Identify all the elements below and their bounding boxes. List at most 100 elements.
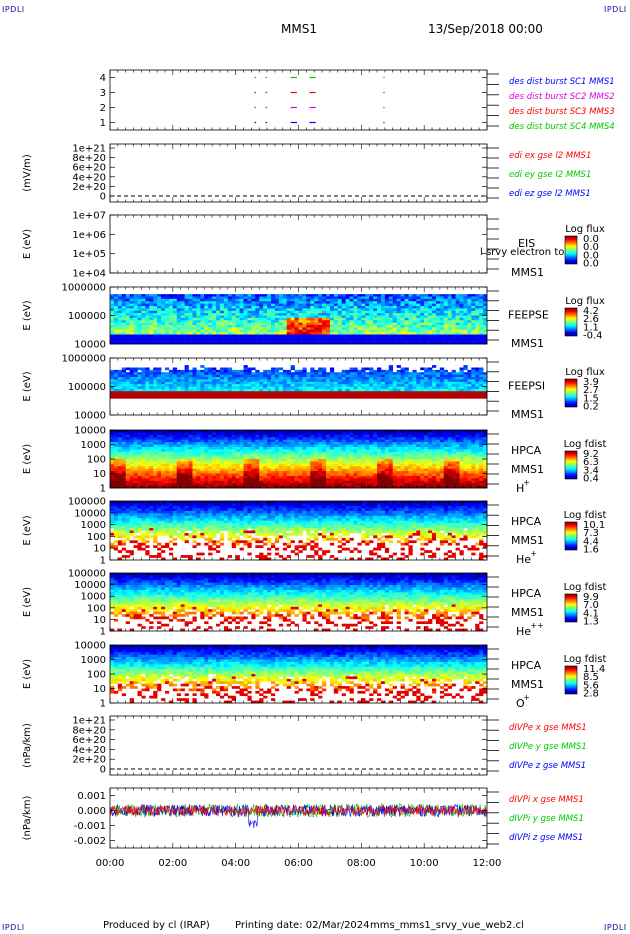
y-tick-label: 10000: [74, 426, 106, 437]
legend-entry: des dist burst SC4 MMS4: [509, 122, 615, 132]
legend-entry: dIVPi x gse MMS1: [509, 795, 584, 805]
y-tick-label: 4e+20: [72, 745, 106, 756]
y-tick-label: 1000000: [61, 354, 106, 365]
colorbar-tick-label: 2.6: [583, 314, 599, 325]
series-line: [109, 804, 488, 817]
y-tick-label: 10: [93, 615, 106, 626]
y-tick-label: 1e+21: [72, 716, 106, 727]
y-tick-label: -0.002: [74, 836, 106, 847]
x-tick-label: 08:00: [347, 858, 376, 869]
legend-entry: dIVPi y gse MMS1: [509, 814, 584, 824]
y-tick-label: 10000: [74, 411, 106, 422]
colorbar: [564, 593, 578, 623]
colorbar-title: Log fdist: [564, 510, 607, 521]
spectrogram: [110, 501, 488, 561]
legend-entry: des dist burst SC2 MMS2: [509, 92, 615, 102]
spectrogram: [110, 573, 488, 632]
colorbar-tick-label: 0.0: [583, 250, 599, 261]
y-tick-label: 100000: [68, 382, 106, 393]
y-axis-label: (mV/m): [22, 154, 33, 192]
y-tick-label: 0: [100, 765, 106, 776]
y-tick-label: 2e+20: [72, 755, 106, 766]
colorbar-tick-label: 1.6: [583, 544, 599, 555]
species-charge: ++: [530, 621, 543, 630]
instrument-label: HPCA: [511, 515, 542, 528]
colorbar-tick-label: 9.9: [583, 592, 599, 603]
colorbar-tick-label: 4.2: [583, 306, 599, 317]
footer-script-name: mms_mms1_srvy_vue_web2.cl: [370, 920, 524, 931]
colorbar-tick-label: 3.9: [583, 377, 599, 388]
y-tick-label: 6e+20: [72, 163, 106, 174]
panel-frame: [109, 214, 488, 274]
y-tick-label: 100: [87, 603, 106, 614]
colorbar-tick-label: 2.8: [583, 688, 599, 699]
y-tick-label: 100: [87, 455, 106, 466]
corner-mark-bottom-left: IPDLI: [2, 923, 25, 932]
x-tick-label: 12:00: [473, 858, 502, 869]
colorbar-tick-label: 3.4: [583, 465, 599, 476]
legend-entry: dIVPe y gse MMS1: [509, 742, 587, 752]
panel-6: 10000 1000 100 10 1 E (eV) Log fdist9.26.33.40…: [22, 426, 606, 496]
legend-entry: edi ex gse l2 MMS1: [509, 151, 591, 161]
instrument-label: FEEPSE: [508, 309, 549, 322]
panel-frame: [109, 787, 488, 849]
colorbar-tick-label: 0.0: [583, 234, 599, 245]
colorbar-tick-label: 0.4: [583, 473, 599, 484]
x-tick-label: 06:00: [284, 858, 313, 869]
y-tick-label: 0.001: [77, 791, 106, 802]
colorbar-tick-label: -0.4: [583, 330, 603, 341]
species-label: O: [516, 697, 525, 710]
panel-11: 0.001 0.000 -0.001 -0.002 (nPa/km) dIVPi x gs…: [22, 787, 584, 849]
y-tick-label: 0.000: [77, 806, 106, 817]
colorbar-title: Log flux: [565, 224, 605, 235]
date-title: 13/Sep/2018 00:00: [428, 22, 543, 36]
colorbar-tick-label: 1.5: [583, 393, 599, 404]
y-tick-label: -0.001: [74, 821, 106, 832]
x-tick-label: 00:00: [96, 858, 125, 869]
y-tick-label: 10: [93, 684, 106, 695]
y-tick-label: 1000000: [61, 283, 106, 294]
colorbar-tick-label: 0.0: [583, 242, 599, 253]
y-tick-label: 1000: [81, 592, 106, 603]
instrument-label: HPCA: [511, 444, 542, 457]
species-label: He: [516, 625, 531, 638]
y-tick-label: 1: [100, 118, 106, 129]
colorbar-tick-label: 11.4: [583, 664, 605, 675]
y-tick-label: 3: [100, 88, 106, 99]
y-axis-label: E (eV): [22, 229, 33, 259]
y-tick-label: 6e+20: [72, 735, 106, 746]
species-charge: +: [523, 478, 530, 487]
colorbar-tick-label: 10.1: [583, 520, 605, 531]
colorbar-tick-label: 2.7: [583, 385, 599, 396]
instrument-label: FEEPSI: [508, 380, 545, 393]
y-tick-label: 1e+06: [72, 230, 106, 241]
y-tick-label: 1000: [81, 520, 106, 531]
y-tick-label: 100000: [68, 569, 106, 580]
spectrogram: [110, 365, 488, 399]
y-tick-label: 4e+20: [72, 172, 106, 183]
y-tick-label: 100000: [68, 311, 106, 322]
y-tick-label: 2e+20: [72, 182, 106, 193]
legend-entry: edi ez gse l2 MMS1: [509, 189, 591, 199]
legend-entry: dIVPi z gse MMS1: [509, 833, 583, 843]
spectrogram: [110, 645, 488, 704]
panel-4: 1000000 100000 10000 E (eV) Log flux4.22.61.…: [22, 283, 605, 351]
legend-entry: des dist burst SC3 MMS3: [509, 107, 615, 117]
colorbar: [564, 307, 578, 337]
y-tick-label: 10000: [74, 580, 106, 591]
spectrogram: [110, 430, 488, 489]
legend-entry: edi ey gse l2 MMS1: [509, 170, 591, 180]
spacecraft-label: MMS1: [511, 408, 544, 421]
x-tick-label: 02:00: [158, 858, 187, 869]
panel-9: 10000 1000 100 10 1 E (eV) Log fdist11.48.55.6…: [22, 641, 606, 711]
spacecraft-label: MMS1: [511, 463, 544, 476]
series-line: [109, 803, 488, 829]
y-tick-label: 10000: [74, 508, 106, 519]
footer-produced-by: Produced by cl (IRAP): [103, 920, 210, 931]
colorbar-title: Log flux: [565, 367, 605, 378]
